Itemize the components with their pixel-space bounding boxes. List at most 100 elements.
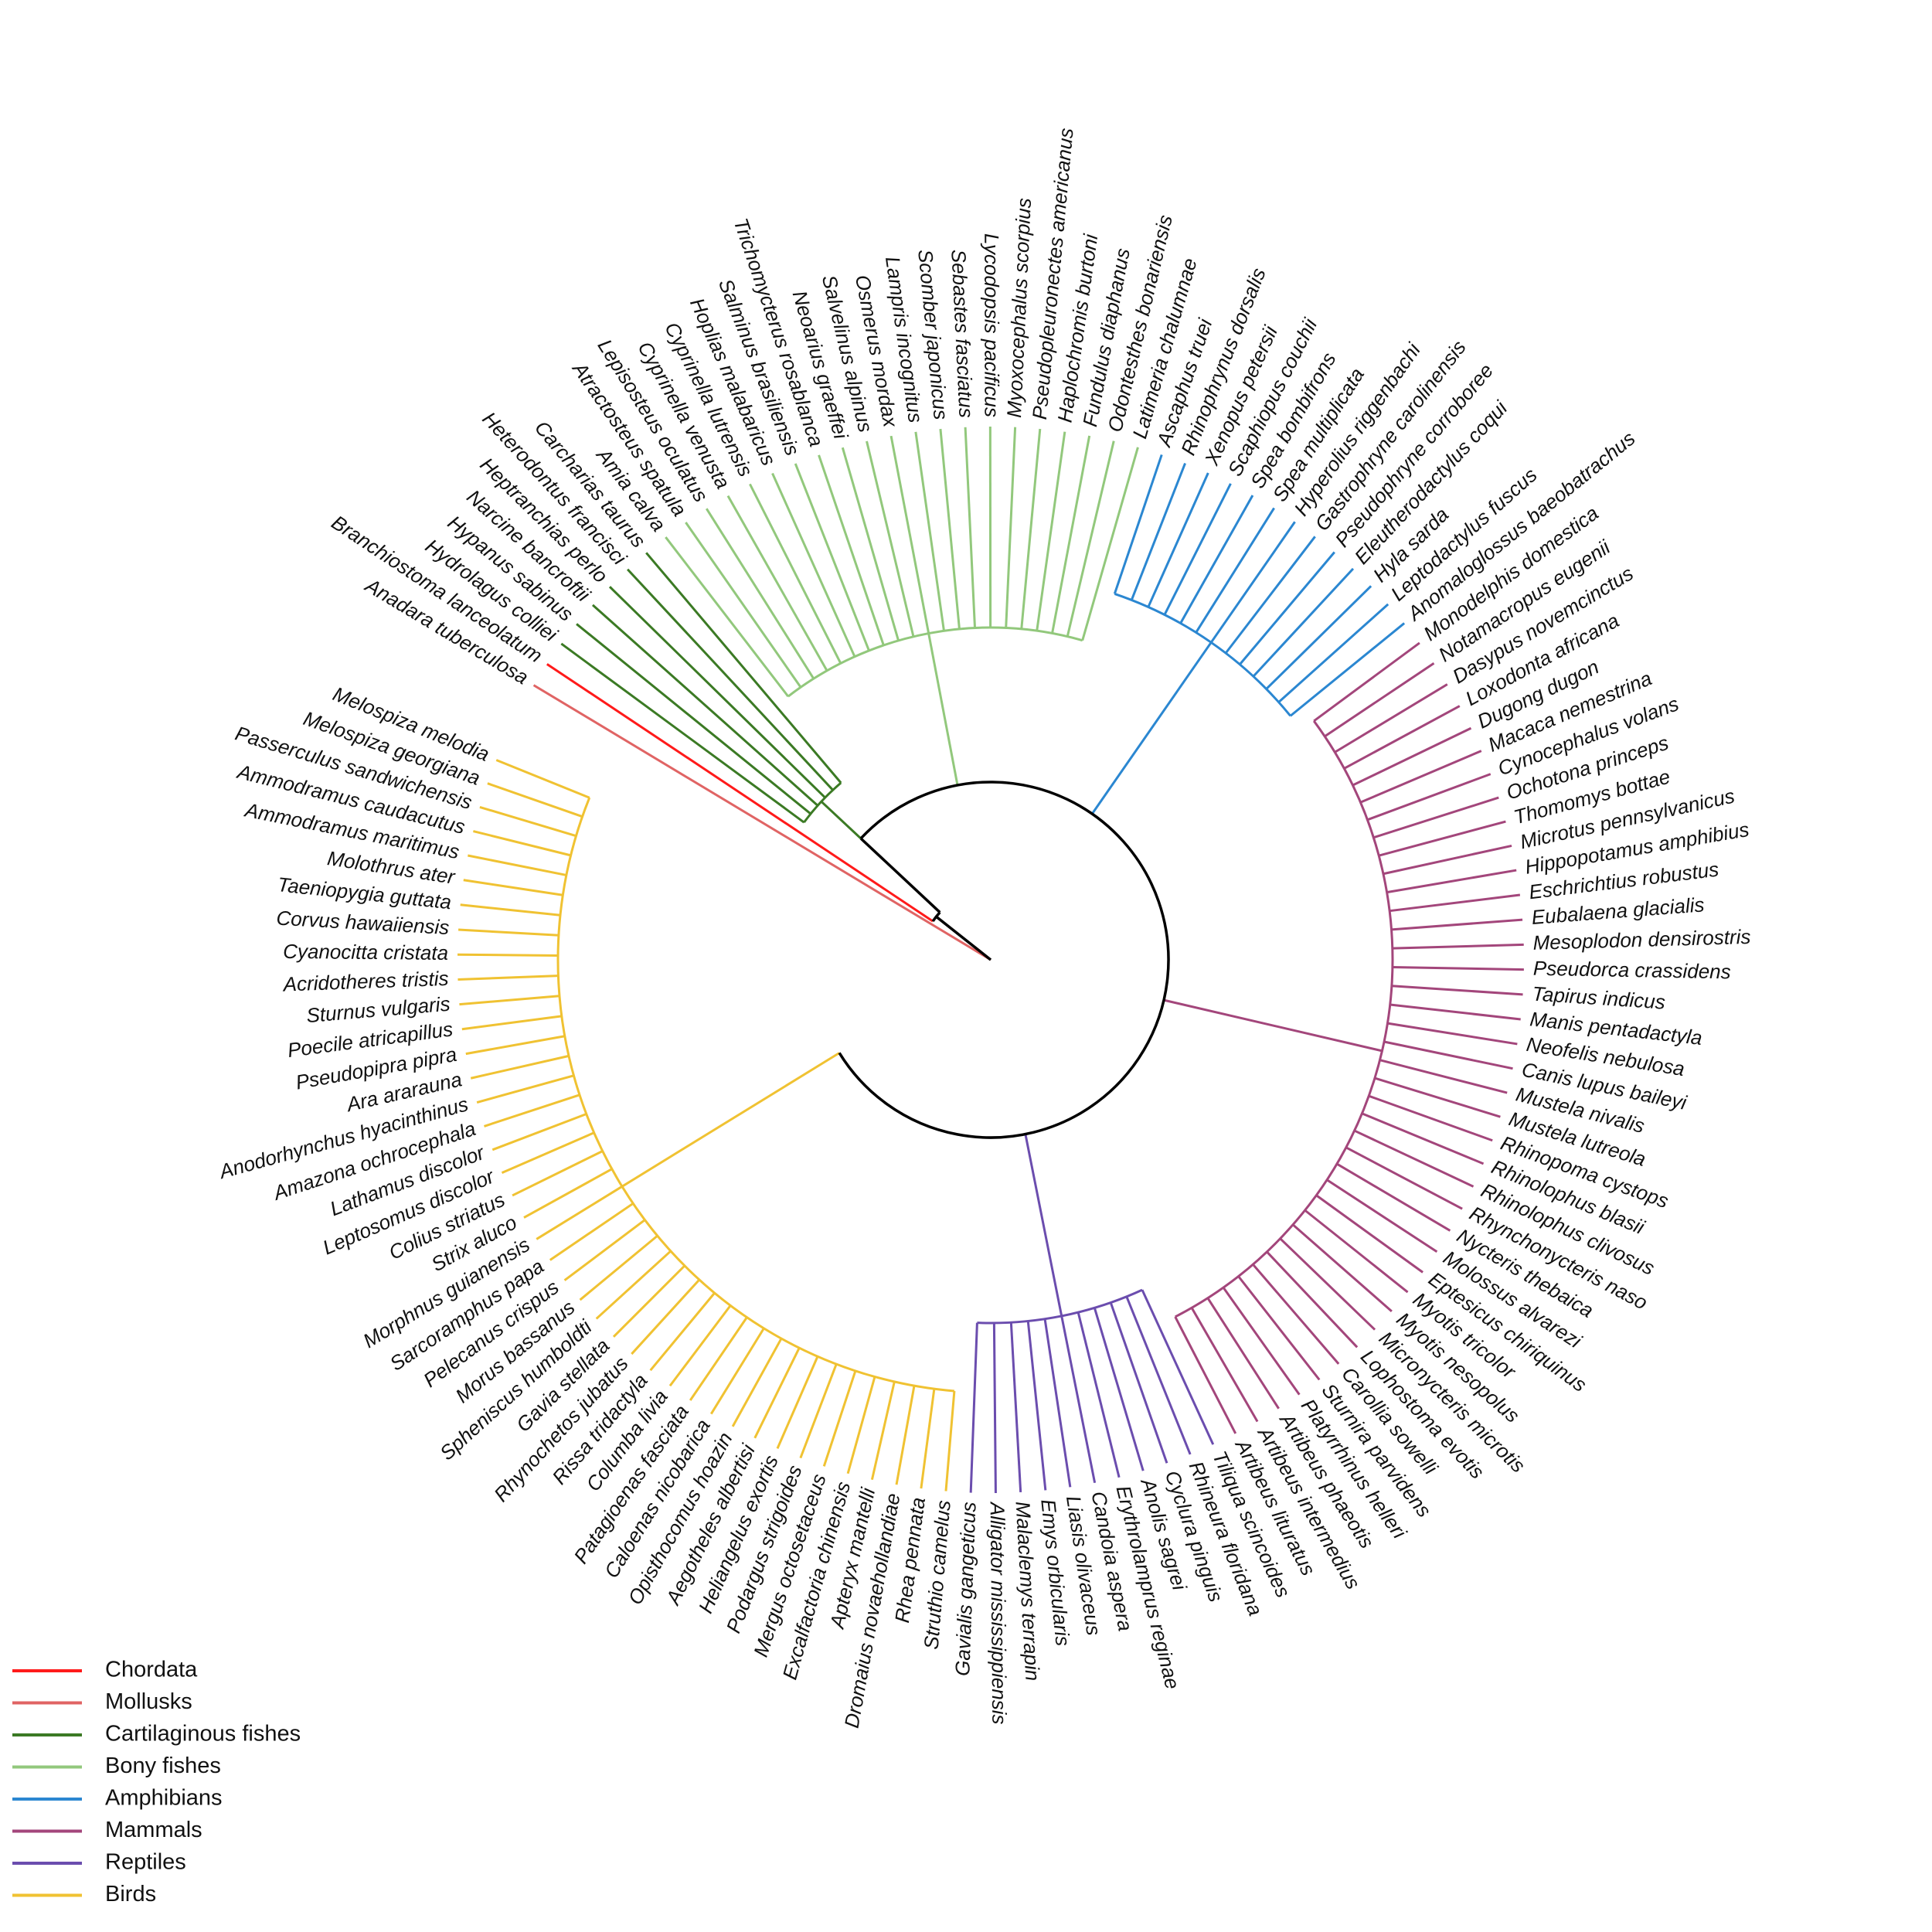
- branch: [1315, 1194, 1423, 1274]
- branch: [776, 1355, 819, 1449]
- branch: [1391, 918, 1523, 931]
- clade-arc: [787, 626, 1083, 698]
- branch: [1392, 943, 1524, 950]
- branch: [460, 903, 561, 917]
- clade-stem: [1090, 641, 1213, 815]
- branch: [1334, 683, 1448, 753]
- clade-stem: [1163, 998, 1383, 1053]
- branch: [665, 536, 790, 698]
- branch: [1066, 440, 1115, 637]
- branch: [1051, 435, 1091, 634]
- branch: [473, 830, 571, 857]
- branch: [771, 472, 856, 658]
- branch: [1359, 750, 1482, 804]
- branch: [1020, 428, 1042, 629]
- branch: [1224, 536, 1316, 655]
- branch: [1163, 483, 1232, 616]
- leaf-label: Mesoplodon densirostris: [1532, 925, 1751, 954]
- branch: [1009, 1322, 1022, 1492]
- branch: [476, 1074, 574, 1104]
- branch: [536, 1185, 623, 1240]
- branch: [1141, 1289, 1215, 1445]
- branch: [1036, 431, 1066, 631]
- branch: [1378, 820, 1506, 857]
- branch: [1374, 1077, 1501, 1118]
- branch: [818, 454, 885, 646]
- branch: [1147, 472, 1209, 608]
- branch: [1372, 796, 1499, 839]
- clade-arc: [556, 797, 955, 1393]
- branch: [1077, 1311, 1121, 1478]
- branch: [1391, 985, 1523, 996]
- branch: [1195, 507, 1275, 634]
- branch: [1179, 495, 1254, 624]
- legend-label: Reptiles: [105, 1850, 186, 1875]
- branch: [463, 879, 563, 896]
- branch: [1239, 551, 1335, 665]
- branch: [1113, 454, 1163, 594]
- branch: [753, 1347, 801, 1439]
- branch: [1366, 773, 1492, 821]
- branch: [866, 440, 915, 638]
- branch: [1343, 705, 1461, 770]
- branch: [1252, 1264, 1340, 1365]
- branch: [1345, 1146, 1463, 1210]
- branch: [749, 483, 842, 665]
- clade-stem: [621, 1052, 840, 1188]
- branch: [1277, 603, 1389, 703]
- branch: [612, 1264, 685, 1338]
- legend-label: Bony fishes: [105, 1753, 221, 1778]
- branch: [1389, 1003, 1521, 1021]
- branch: [1352, 726, 1472, 787]
- legend-label: Cartilaginous fishes: [105, 1722, 301, 1747]
- branch: [532, 684, 992, 961]
- branch: [576, 623, 811, 815]
- branch: [964, 427, 976, 628]
- branch: [645, 552, 842, 784]
- branch: [1389, 893, 1521, 913]
- branch: [1266, 1250, 1359, 1349]
- branch: [794, 463, 870, 651]
- branch: [1222, 1287, 1301, 1396]
- branch: [1326, 1179, 1438, 1253]
- clade-arc: [1114, 592, 1291, 717]
- backbone-arc: [838, 781, 1170, 1139]
- branch: [457, 953, 559, 957]
- branch: [889, 435, 930, 634]
- branch: [895, 1385, 916, 1485]
- leaf-label: Corvus hawaiiensis: [276, 906, 450, 939]
- branch: [1383, 844, 1512, 876]
- branch: [1387, 1022, 1518, 1046]
- branch: [1005, 427, 1017, 628]
- branch: [705, 508, 815, 679]
- leaf-label: Lycodopsis pacificus: [980, 233, 1003, 417]
- clade-stem: [927, 633, 959, 786]
- branch: [470, 1054, 570, 1080]
- branch: [1392, 965, 1524, 971]
- branch: [487, 782, 583, 818]
- branch: [1081, 447, 1139, 641]
- legend-label: Mollusks: [105, 1689, 192, 1714]
- branch: [1354, 1129, 1475, 1188]
- branch: [457, 975, 559, 981]
- clade-stem: [1024, 1134, 1063, 1317]
- branch: [461, 1015, 562, 1031]
- branch: [939, 428, 961, 630]
- branch: [579, 1234, 658, 1301]
- branch: [501, 1131, 595, 1175]
- branch: [512, 1150, 604, 1197]
- leaf-label: Cyanocitta cristata: [283, 940, 448, 964]
- branch: [608, 586, 826, 799]
- branch: [649, 1292, 716, 1372]
- branch: [1279, 1237, 1376, 1331]
- branch: [846, 1376, 876, 1475]
- branch: [1130, 462, 1186, 600]
- branch: [1379, 1059, 1508, 1094]
- branch: [1336, 1162, 1451, 1232]
- branch: [1304, 1209, 1409, 1294]
- branch: [626, 568, 834, 791]
- branch: [492, 1113, 587, 1151]
- branch: [458, 928, 559, 937]
